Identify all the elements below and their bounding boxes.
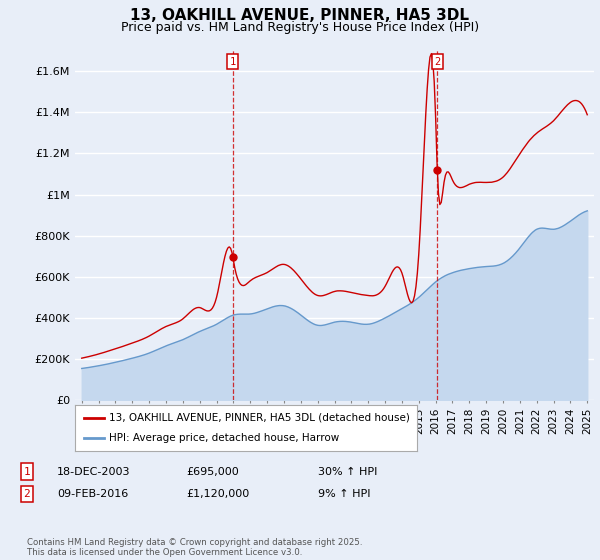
Text: 1: 1 [23, 466, 31, 477]
Text: 9% ↑ HPI: 9% ↑ HPI [318, 489, 371, 499]
Text: 2: 2 [23, 489, 31, 499]
Text: HPI: Average price, detached house, Harrow: HPI: Average price, detached house, Harr… [109, 433, 340, 443]
Text: 13, OAKHILL AVENUE, PINNER, HA5 3DL: 13, OAKHILL AVENUE, PINNER, HA5 3DL [131, 8, 470, 24]
Text: £695,000: £695,000 [186, 466, 239, 477]
Text: 13, OAKHILL AVENUE, PINNER, HA5 3DL (detached house): 13, OAKHILL AVENUE, PINNER, HA5 3DL (det… [109, 413, 410, 423]
Text: 30% ↑ HPI: 30% ↑ HPI [318, 466, 377, 477]
Text: Price paid vs. HM Land Registry's House Price Index (HPI): Price paid vs. HM Land Registry's House … [121, 21, 479, 34]
Text: 18-DEC-2003: 18-DEC-2003 [57, 466, 131, 477]
Text: 2: 2 [434, 57, 440, 67]
Text: 1: 1 [230, 57, 236, 67]
Text: Contains HM Land Registry data © Crown copyright and database right 2025.
This d: Contains HM Land Registry data © Crown c… [27, 538, 362, 557]
Text: 09-FEB-2016: 09-FEB-2016 [57, 489, 128, 499]
Text: £1,120,000: £1,120,000 [186, 489, 249, 499]
